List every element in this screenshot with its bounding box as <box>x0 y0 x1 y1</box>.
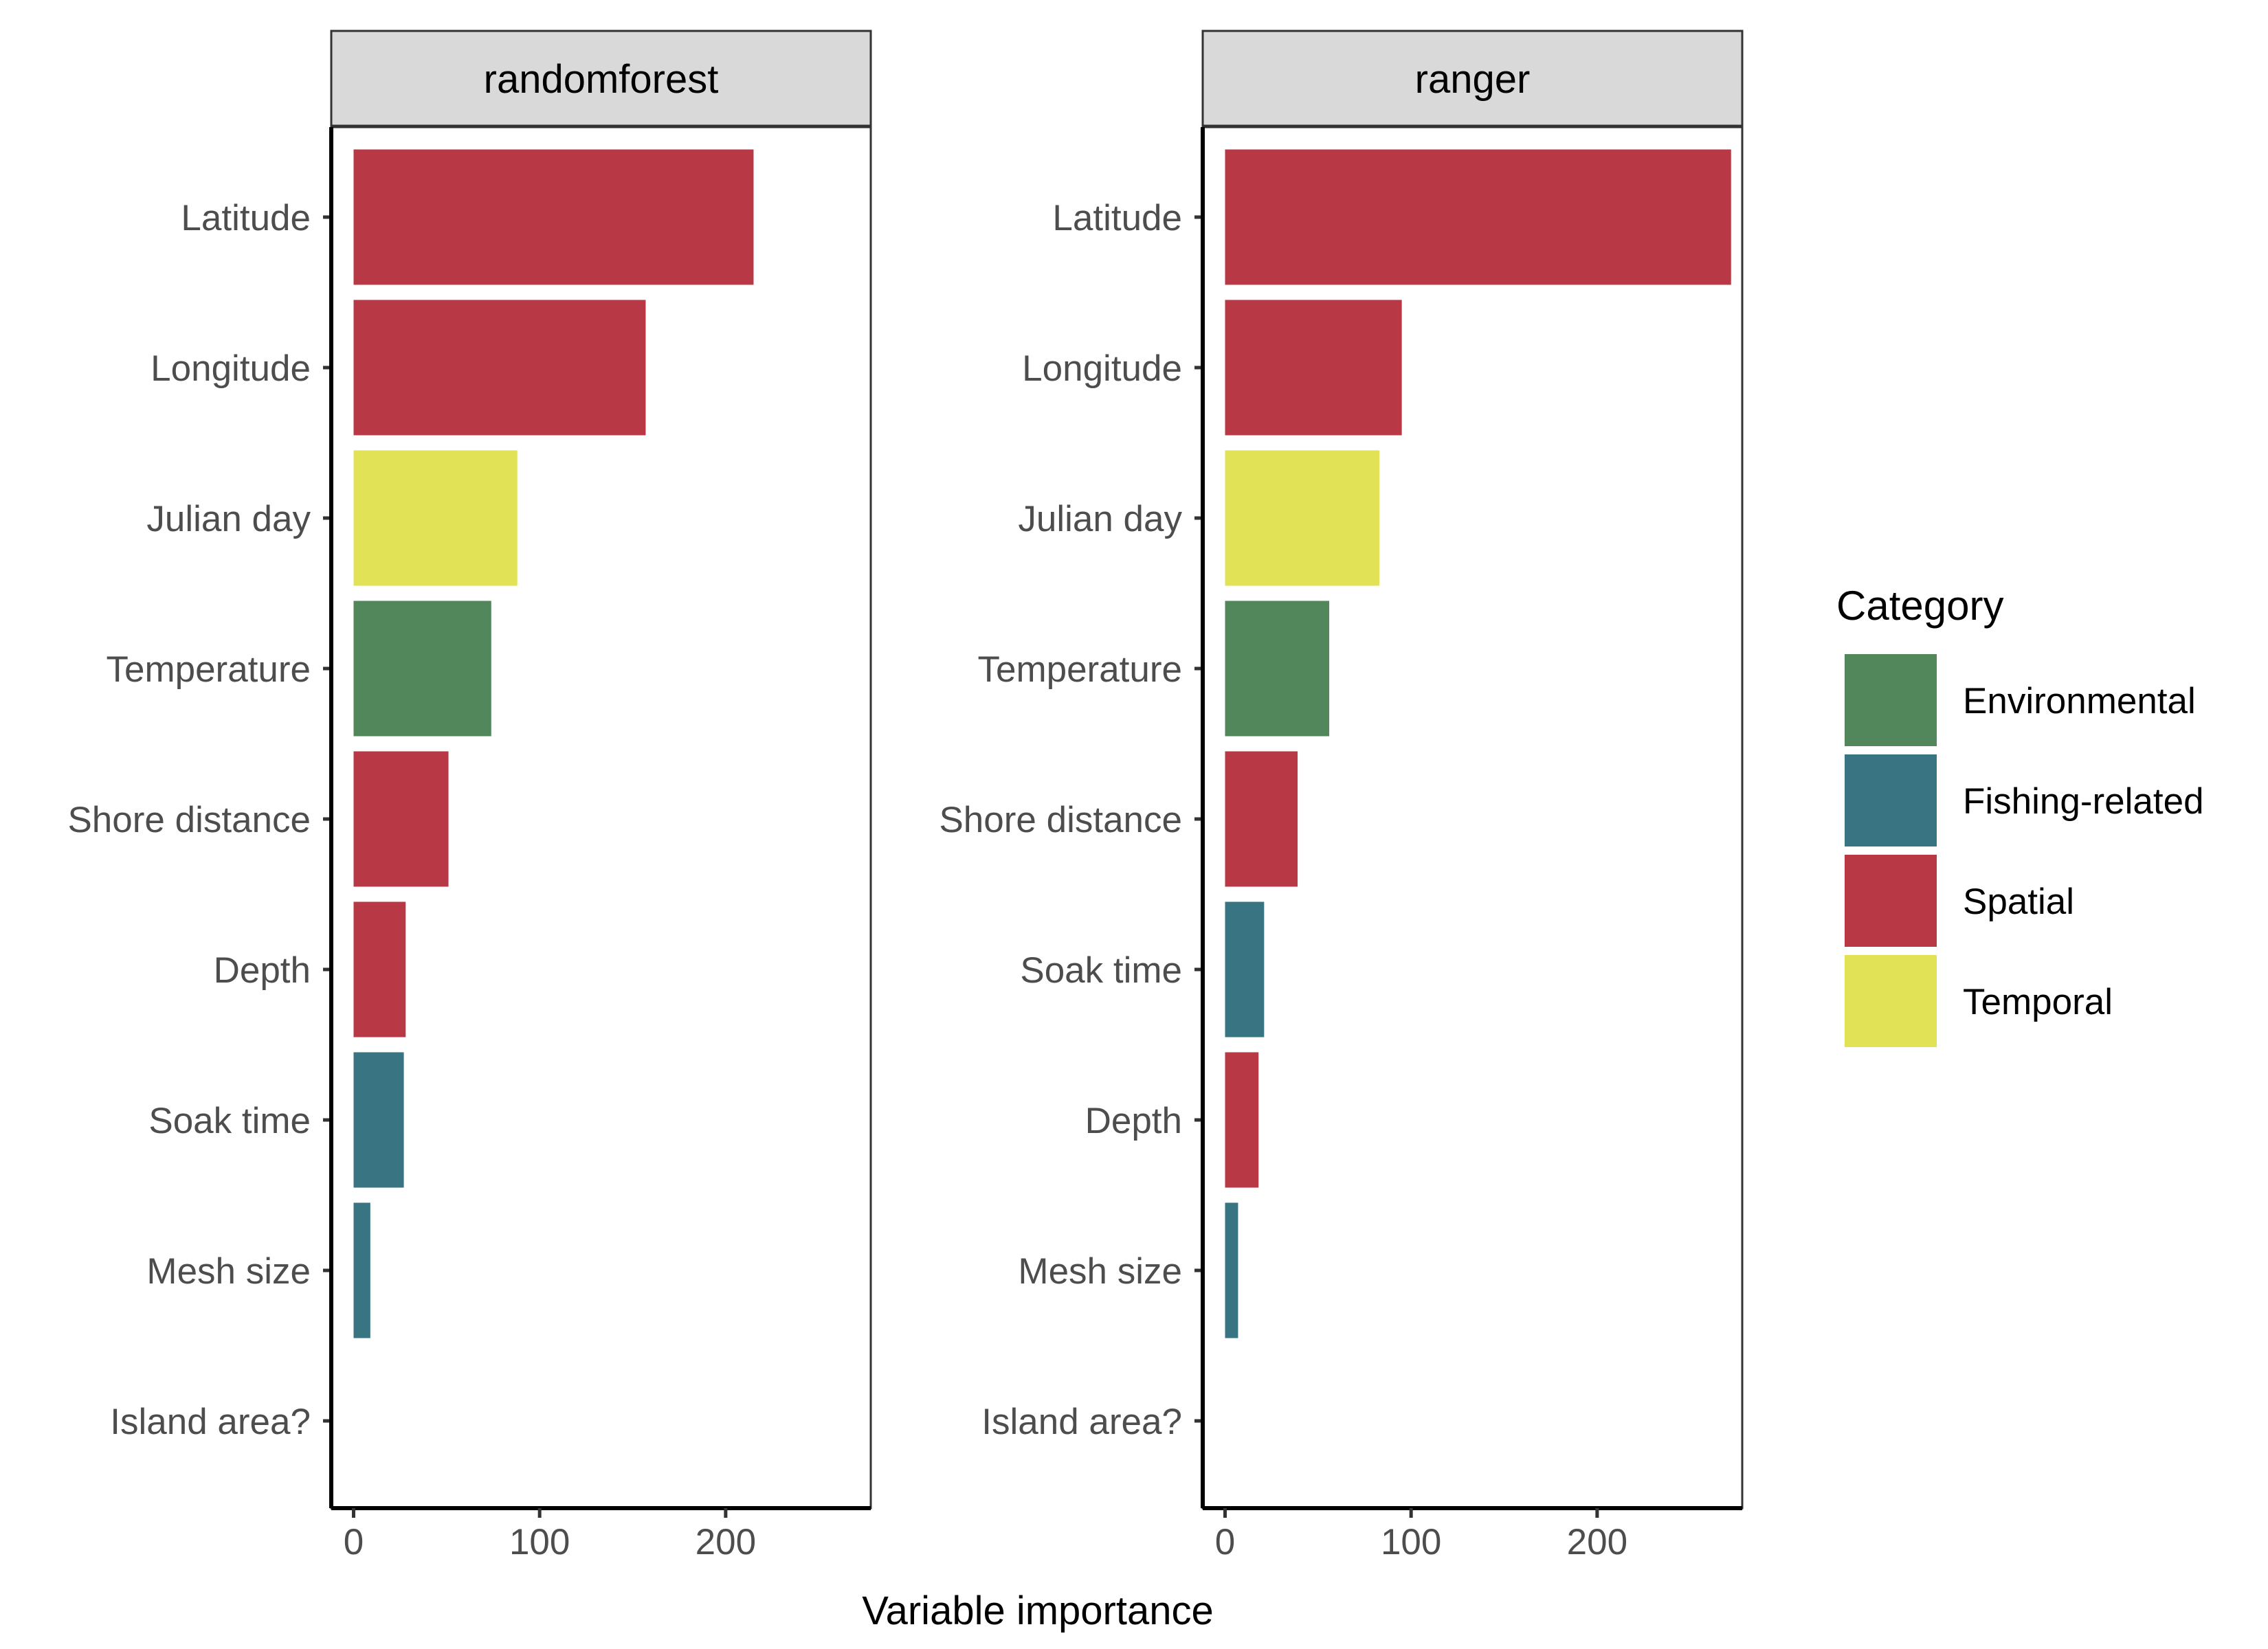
x-tick-label: 0 <box>1215 1522 1235 1562</box>
bar-latitude <box>353 149 754 285</box>
y-tick-label: Temperature <box>977 649 1182 690</box>
bar-julian-day <box>1225 450 1380 586</box>
bar-soak-time <box>1225 901 1265 1037</box>
legend-item-temporal: Temporal <box>1845 955 2113 1047</box>
legend-key <box>1845 855 1937 947</box>
legend-item-fishing-related: Fishing-related <box>1845 754 2204 846</box>
bar-mesh-size <box>1225 1202 1238 1338</box>
y-tick-label: Longitude <box>1022 348 1182 389</box>
y-tick-label: Latitude <box>1052 198 1182 238</box>
legend-key <box>1845 754 1937 846</box>
y-tick-label: Shore distance <box>67 800 311 840</box>
legend: Category Environmental Fishing-related Spat… <box>1836 583 2204 1047</box>
y-tick-label: Soak time <box>148 1101 311 1141</box>
legend-label: Fishing-related <box>1963 781 2204 822</box>
legend-item-spatial: Spatial <box>1845 855 2074 947</box>
bar-latitude <box>1225 149 1731 285</box>
y-tick-label: Island area? <box>981 1402 1182 1442</box>
strip-label: ranger <box>1415 57 1531 102</box>
y-tick-label: Latitude <box>181 198 311 238</box>
y-tick-label: Temperature <box>106 649 311 690</box>
y-tick-label: Depth <box>214 950 311 991</box>
bar-longitude <box>353 300 646 436</box>
bar-julian-day <box>353 450 518 586</box>
legend-key <box>1845 654 1937 746</box>
bar-depth <box>1225 1052 1259 1188</box>
y-tick-label: Longitude <box>151 348 311 389</box>
facet-panels: randomforest Latitude Longitude Julian day T… <box>67 30 1744 1562</box>
x-tick-label: 200 <box>1567 1522 1627 1562</box>
bar-mesh-size <box>353 1202 370 1338</box>
strip-label: randomforest <box>484 57 719 102</box>
bar-temperature <box>1225 601 1330 737</box>
legend-label: Spatial <box>1963 882 2074 922</box>
x-tick-label: 0 <box>344 1522 364 1562</box>
x-tick-label: 100 <box>509 1522 570 1562</box>
x-axis-label: Variable importance <box>862 1589 1214 1633</box>
bar-shore-distance <box>1225 751 1298 887</box>
x-tick-label: 100 <box>1381 1522 1441 1562</box>
strip-background <box>330 30 872 127</box>
y-tick-label: Shore distance <box>939 800 1182 840</box>
y-tick-label: Mesh size <box>146 1251 311 1292</box>
panel-randomforest: randomforest Latitude Longitude Julian day T… <box>67 30 872 1562</box>
y-tick-label: Depth <box>1085 1101 1182 1141</box>
panel-ranger: ranger Latitude Longitude Julian day Tempera… <box>939 30 1744 1562</box>
y-tick-label: Julian day <box>146 499 311 539</box>
bar-longitude <box>1225 300 1402 436</box>
bar-depth <box>353 901 406 1037</box>
legend-item-environmental: Environmental <box>1845 654 2196 746</box>
y-tick-label: Julian day <box>1018 499 1182 539</box>
x-tick-label: 200 <box>696 1522 756 1562</box>
legend-label: Temporal <box>1963 982 2113 1022</box>
y-tick-label: Soak time <box>1020 950 1182 991</box>
legend-title: Category <box>1836 583 2003 629</box>
bar-temperature <box>353 601 491 737</box>
bar-soak-time <box>353 1052 404 1188</box>
y-tick-label: Mesh size <box>1018 1251 1182 1292</box>
strip-background <box>1201 30 1744 127</box>
legend-label: Environmental <box>1963 681 2196 721</box>
y-tick-label: Island area? <box>110 1402 311 1442</box>
bar-shore-distance <box>353 751 449 887</box>
legend-key <box>1845 955 1937 1047</box>
